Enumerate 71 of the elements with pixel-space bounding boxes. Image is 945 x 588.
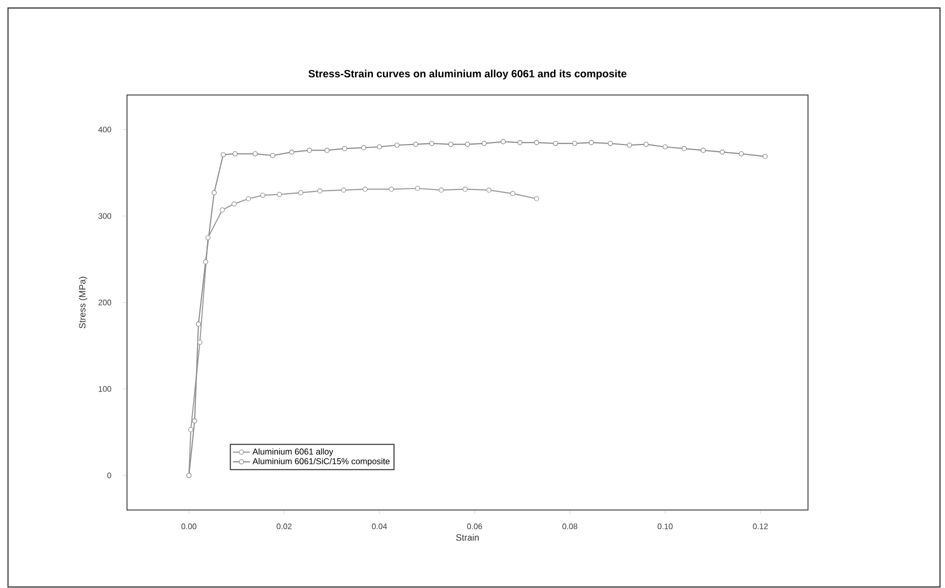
point — [510, 191, 516, 196]
x-tick-label: 0.12 — [752, 524, 768, 530]
point — [588, 140, 594, 146]
point — [361, 145, 366, 150]
point — [534, 140, 540, 146]
point — [572, 140, 578, 146]
legend-label: Aluminium 6061 alloy — [252, 448, 334, 456]
x-tick-label: 0.10 — [658, 524, 673, 530]
point — [289, 150, 294, 155]
point — [252, 151, 258, 156]
x-tick-label: 0.04 — [372, 524, 387, 530]
point — [394, 142, 400, 148]
point — [762, 154, 768, 159]
point — [362, 186, 368, 192]
point — [220, 152, 226, 158]
x-tick-label: 0.08 — [562, 524, 578, 530]
point — [413, 142, 418, 147]
y-tick-label: 400 — [98, 126, 112, 132]
x-axis-title: Strain — [456, 534, 479, 541]
point — [608, 140, 613, 146]
point — [188, 427, 194, 432]
point — [196, 322, 201, 327]
x-tick-label: 0.00 — [181, 524, 196, 530]
point — [644, 142, 649, 147]
point — [376, 144, 382, 150]
point — [464, 142, 470, 147]
point — [534, 196, 540, 202]
point — [270, 152, 276, 158]
y-tick-label: 100 — [98, 386, 112, 392]
point — [662, 144, 668, 150]
point — [553, 140, 558, 146]
point — [220, 207, 225, 213]
point — [414, 186, 420, 191]
y-axis-title: Stress (MPa) — [78, 276, 88, 328]
point — [720, 150, 725, 155]
point — [517, 140, 522, 146]
point — [232, 151, 238, 156]
point — [232, 201, 237, 206]
point — [500, 139, 506, 144]
point — [298, 190, 304, 196]
point — [682, 146, 687, 152]
point — [306, 148, 312, 153]
point — [260, 192, 266, 198]
point — [246, 196, 251, 202]
point — [388, 186, 394, 192]
point — [438, 188, 444, 193]
point — [429, 140, 434, 146]
y-tick-label: 200 — [98, 300, 112, 306]
point — [482, 140, 487, 146]
point — [462, 186, 468, 192]
point — [276, 192, 282, 197]
point — [317, 188, 322, 194]
legend-label: Aluminium 6061/SiC/15% composite — [252, 458, 390, 466]
point — [448, 142, 454, 147]
point — [700, 148, 706, 153]
point — [203, 259, 208, 264]
point — [342, 146, 348, 152]
x-tick-label: 0.06 — [467, 524, 482, 530]
point — [324, 148, 330, 153]
point — [341, 188, 346, 193]
point — [626, 142, 632, 148]
chart-title: Stress-Strain curves on aluminium alloy 6061 and its composite — [308, 70, 626, 80]
y-tick-label: 300 — [98, 213, 112, 219]
point — [212, 190, 217, 196]
point — [205, 235, 211, 240]
x-tick-label: 0.02 — [276, 524, 292, 530]
y-tick-label: 0 — [107, 472, 112, 478]
point — [486, 188, 492, 193]
point — [192, 418, 198, 424]
point — [738, 151, 744, 156]
point — [197, 340, 202, 345]
